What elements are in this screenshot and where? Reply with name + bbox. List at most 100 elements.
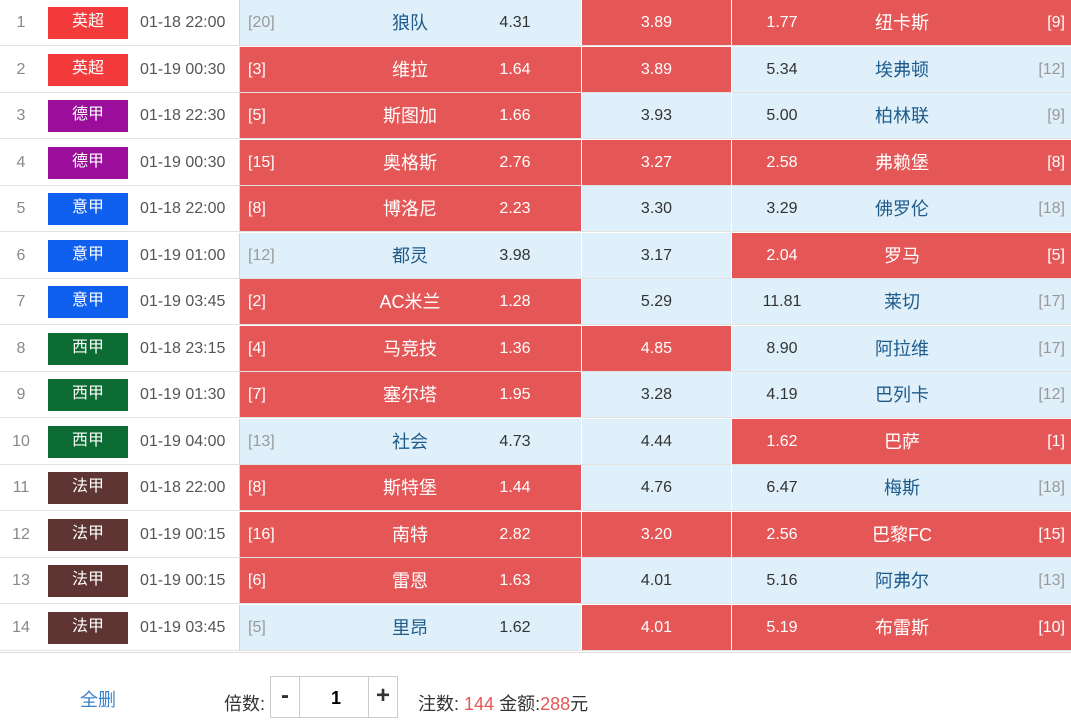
home-odds: 1.36 bbox=[499, 339, 531, 357]
home-win-option[interactable]: [7] 塞尔塔 1.95 bbox=[239, 372, 581, 417]
away-rank: [18] bbox=[1038, 200, 1065, 217]
bet-footer: 全删 倍数: - + 注数: 144 金额:288元 bbox=[0, 652, 1071, 721]
home-win-option[interactable]: [15] 奥格斯 2.76 bbox=[239, 139, 581, 185]
match-time: 01-18 22:30 bbox=[140, 107, 226, 124]
away-win-option[interactable]: 2.58 弗赖堡 [8] bbox=[732, 139, 1071, 185]
draw-odds: 4.85 bbox=[640, 339, 673, 357]
away-win-option[interactable]: 1.62 巴萨 [1] bbox=[732, 418, 1071, 464]
away-rank: [17] bbox=[1038, 293, 1065, 310]
home-team: 雷恩 bbox=[392, 571, 428, 591]
away-team: 罗马 bbox=[884, 245, 920, 266]
home-win-option[interactable]: [5] 斯图加 1.66 bbox=[239, 93, 581, 138]
home-odds: 2.82 bbox=[499, 525, 531, 543]
draw-option[interactable]: 4.01 bbox=[582, 604, 731, 650]
home-win-option[interactable]: [12] 都灵 3.98 bbox=[239, 232, 581, 278]
match-row: 3 德甲 01-18 22:30 [5] 斯图加 1.66 3.93 5.00 柏林联 [9] bbox=[0, 93, 1071, 139]
away-rank: [12] bbox=[1038, 60, 1065, 78]
match-number: 2 bbox=[16, 60, 26, 78]
home-team: 塞尔塔 bbox=[383, 385, 437, 405]
home-team: AC米兰 bbox=[379, 292, 441, 312]
draw-option[interactable]: 4.76 bbox=[582, 465, 731, 510]
league-badge: 德甲 bbox=[48, 100, 128, 132]
home-team: 里昂 bbox=[392, 617, 428, 638]
home-odds: 1.64 bbox=[499, 60, 531, 78]
home-rank: [6] bbox=[248, 572, 266, 589]
draw-odds: 3.89 bbox=[640, 14, 673, 31]
match-number: 5 bbox=[16, 200, 26, 217]
clear-all-button[interactable]: 全删 bbox=[80, 690, 116, 710]
home-win-option[interactable]: [13] 社会 4.73 bbox=[239, 418, 581, 464]
away-odds: 5.00 bbox=[766, 107, 798, 124]
away-win-option[interactable]: 5.34 埃弗顿 [12] bbox=[732, 46, 1071, 92]
match-time: 01-19 03:45 bbox=[140, 293, 226, 310]
match-row: 1 英超 01-18 22:00 [20] 狼队 4.31 3.89 1.77 纽卡斯 [9] bbox=[0, 0, 1071, 46]
home-win-option[interactable]: [2] AC米兰 1.28 bbox=[239, 279, 581, 324]
home-win-option[interactable]: [6] 雷恩 1.63 bbox=[239, 558, 581, 603]
increase-button[interactable]: + bbox=[368, 677, 397, 717]
draw-option[interactable]: 3.93 bbox=[582, 93, 731, 138]
draw-option[interactable]: 3.27 bbox=[582, 139, 731, 185]
multiplier-input[interactable] bbox=[300, 677, 372, 719]
home-odds: 1.62 bbox=[499, 618, 531, 636]
home-team: 狼队 bbox=[392, 13, 428, 33]
home-odds: 4.31 bbox=[499, 14, 531, 31]
away-odds: 2.56 bbox=[766, 525, 798, 543]
away-win-option[interactable]: 5.19 布雷斯 [10] bbox=[732, 604, 1071, 650]
away-win-option[interactable]: 5.00 柏林联 [9] bbox=[732, 93, 1071, 138]
home-odds: 1.28 bbox=[499, 293, 531, 310]
match-number: 9 bbox=[16, 386, 26, 403]
draw-option[interactable]: 4.44 bbox=[582, 418, 731, 464]
home-rank: [3] bbox=[248, 60, 266, 78]
away-win-option[interactable]: 1.77 纽卡斯 [9] bbox=[732, 0, 1071, 45]
away-win-option[interactable]: 2.04 罗马 [5] bbox=[732, 232, 1071, 278]
away-win-option[interactable]: 3.29 佛罗伦 [18] bbox=[732, 186, 1071, 231]
away-rank: [15] bbox=[1038, 525, 1065, 543]
away-win-option[interactable]: 2.56 巴黎FC [15] bbox=[732, 511, 1071, 557]
match-time: 01-19 00:30 bbox=[140, 153, 226, 171]
draw-option[interactable]: 3.28 bbox=[582, 372, 731, 417]
home-team: 奥格斯 bbox=[383, 152, 437, 173]
draw-option[interactable]: 4.01 bbox=[582, 558, 731, 603]
draw-option[interactable]: 3.89 bbox=[582, 46, 731, 92]
home-win-option[interactable]: [16] 南特 2.82 bbox=[239, 511, 581, 557]
draw-odds: 5.29 bbox=[640, 293, 673, 310]
draw-option[interactable]: 3.17 bbox=[582, 232, 731, 278]
away-team: 纽卡斯 bbox=[875, 13, 929, 33]
home-team: 马竞技 bbox=[383, 338, 437, 359]
home-win-option[interactable]: [20] 狼队 4.31 bbox=[239, 0, 581, 45]
draw-option[interactable]: 3.89 bbox=[582, 0, 731, 45]
match-row: 11 法甲 01-18 22:00 [8] 斯特堡 1.44 4.76 6.47 梅斯 [18] bbox=[0, 465, 1071, 511]
match-time: 01-19 00:30 bbox=[140, 60, 226, 78]
home-rank: [5] bbox=[248, 107, 266, 124]
home-win-option[interactable]: [8] 博洛尼 2.23 bbox=[239, 186, 581, 231]
away-odds: 1.62 bbox=[766, 432, 798, 450]
match-time: 01-19 00:15 bbox=[140, 572, 226, 589]
match-time: 01-18 22:00 bbox=[140, 14, 226, 31]
home-rank: [5] bbox=[248, 618, 266, 636]
home-rank: [15] bbox=[248, 153, 275, 171]
draw-option[interactable]: 5.29 bbox=[582, 279, 731, 324]
away-odds: 5.19 bbox=[766, 618, 798, 636]
draw-option[interactable]: 4.85 bbox=[582, 325, 731, 371]
away-odds: 1.77 bbox=[766, 14, 798, 31]
draw-odds: 4.01 bbox=[640, 618, 673, 636]
away-win-option[interactable]: 11.81 莱切 [17] bbox=[732, 279, 1071, 324]
match-number: 10 bbox=[12, 432, 30, 450]
draw-odds: 3.17 bbox=[640, 246, 673, 264]
away-odds: 4.19 bbox=[766, 386, 798, 403]
home-win-option[interactable]: [5] 里昂 1.62 bbox=[239, 604, 581, 650]
home-win-option[interactable]: [3] 维拉 1.64 bbox=[239, 46, 581, 92]
draw-odds: 3.93 bbox=[640, 107, 673, 124]
draw-option[interactable]: 3.30 bbox=[582, 186, 731, 231]
home-win-option[interactable]: [8] 斯特堡 1.44 bbox=[239, 465, 581, 510]
draw-option[interactable]: 3.20 bbox=[582, 511, 731, 557]
match-row: 4 德甲 01-19 00:30 [15] 奥格斯 2.76 3.27 2.58 弗赖堡 [8] bbox=[0, 139, 1071, 186]
home-win-option[interactable]: [4] 马竞技 1.36 bbox=[239, 325, 581, 371]
decrease-button[interactable]: - bbox=[271, 677, 300, 717]
away-win-option[interactable]: 4.19 巴列卡 [12] bbox=[732, 372, 1071, 417]
away-win-option[interactable]: 5.16 阿弗尔 [13] bbox=[732, 558, 1071, 603]
away-win-option[interactable]: 8.90 阿拉维 [17] bbox=[732, 325, 1071, 371]
match-number: 13 bbox=[12, 572, 30, 589]
away-win-option[interactable]: 6.47 梅斯 [18] bbox=[732, 465, 1071, 510]
away-rank: [12] bbox=[1038, 386, 1065, 403]
